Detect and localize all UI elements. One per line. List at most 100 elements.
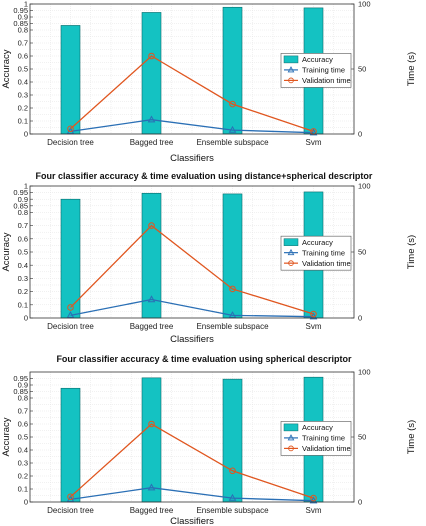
x-axis-label: Classifiers bbox=[170, 516, 214, 526]
y-axis-label: Accuracy bbox=[1, 232, 12, 271]
x-tick-label: Bagged tree bbox=[130, 322, 174, 331]
legend-marker bbox=[287, 248, 295, 256]
series-line bbox=[70, 298, 314, 318]
y-tick-label: 0.3 bbox=[18, 274, 28, 283]
chart-title: Four classifier accuracy & time evaluati… bbox=[56, 354, 352, 364]
y-right-tick-label: 50 bbox=[358, 65, 366, 74]
y-tick-label: 0.1 bbox=[18, 117, 28, 126]
point-marker bbox=[148, 222, 155, 229]
x-tick-label: Bagged tree bbox=[130, 138, 174, 147]
y-tick-label: 0.7 bbox=[18, 407, 28, 416]
series-line bbox=[70, 224, 314, 315]
x-tick-label: Ensemble subspace bbox=[196, 138, 269, 147]
y-tick-label: 0.85 bbox=[13, 201, 28, 210]
y-tick-label: 0.9 bbox=[18, 381, 28, 390]
y-right-axis-label: Time (s) bbox=[406, 235, 417, 269]
legend-label: Accuracy bbox=[302, 55, 333, 64]
x-axis-label: Classifiers bbox=[170, 334, 214, 345]
bar bbox=[60, 25, 81, 135]
legend-label: Training time bbox=[302, 66, 345, 75]
point-marker bbox=[67, 304, 74, 311]
chart-panel-3: Four classifier accuracy & time evaluati… bbox=[1, 354, 417, 526]
y-right-tick-label: 50 bbox=[358, 433, 366, 442]
series-line bbox=[70, 487, 314, 502]
y-right-tick-label: 0 bbox=[358, 314, 362, 323]
point-marker bbox=[147, 483, 156, 491]
axes-frame bbox=[29, 371, 355, 503]
y-tick-label: 0 bbox=[24, 314, 28, 323]
y-right-tick-label: 100 bbox=[358, 182, 371, 191]
y-tick-label: 0.85 bbox=[13, 387, 28, 396]
point-marker bbox=[309, 128, 318, 136]
legend-marker bbox=[288, 77, 294, 84]
legend-label: Validation time bbox=[302, 76, 351, 85]
legend-label: Accuracy bbox=[302, 238, 333, 247]
y-tick-label: 0.3 bbox=[18, 459, 28, 468]
point-marker bbox=[310, 310, 317, 318]
x-tick-label: Decision tree bbox=[47, 322, 94, 331]
legend-marker bbox=[287, 434, 295, 441]
legend-label: Validation time bbox=[302, 444, 351, 453]
x-tick-label: Ensemble subspace bbox=[196, 506, 269, 515]
y-axis-label: Accuracy bbox=[1, 417, 12, 456]
y-tick-label: 0.8 bbox=[18, 208, 28, 217]
y-tick-label: 0.4 bbox=[18, 446, 28, 455]
y-tick-label: 0.1 bbox=[18, 485, 28, 494]
y-axis-label: Accuracy bbox=[1, 49, 12, 88]
y-right-tick-label: 0 bbox=[358, 130, 362, 139]
y-tick-label: 0.5 bbox=[18, 248, 28, 257]
x-tick-label: Svm bbox=[306, 322, 322, 331]
y-tick-label: 1 bbox=[24, 182, 28, 191]
y-tick-label: 0.5 bbox=[18, 65, 28, 74]
y-tick-label: 0.95 bbox=[13, 188, 28, 197]
chart-title: Four classifier accuracy & time evaluati… bbox=[36, 171, 373, 181]
legend-swatch bbox=[283, 423, 299, 432]
legend-swatch bbox=[283, 238, 299, 246]
point-marker bbox=[66, 311, 75, 319]
series-line bbox=[70, 423, 314, 499]
y-tick-label: 0.2 bbox=[18, 472, 28, 481]
legend-label: Training time bbox=[302, 434, 345, 443]
axes-frame bbox=[29, 185, 355, 319]
y-tick-label: 0.4 bbox=[18, 78, 28, 87]
y-right-tick-label: 100 bbox=[358, 0, 371, 9]
y-tick-label: 0.9 bbox=[18, 13, 28, 22]
y-tick-label: 0.2 bbox=[18, 287, 28, 296]
y-right-tick-label: 0 bbox=[358, 498, 362, 507]
y-tick-label: 0.7 bbox=[18, 221, 28, 230]
y-tick-label: 0.8 bbox=[18, 26, 28, 35]
point-marker bbox=[229, 100, 236, 108]
y-tick-label: 0.3 bbox=[18, 91, 28, 100]
series-line bbox=[70, 55, 314, 133]
y-tick-label: 0.8 bbox=[18, 394, 28, 403]
y-tick-label: 0.85 bbox=[13, 19, 28, 28]
y-tick-label: 1 bbox=[24, 0, 28, 9]
point-marker bbox=[147, 295, 156, 303]
y-tick-label: 0.4 bbox=[18, 261, 28, 270]
point-marker bbox=[148, 52, 155, 60]
point-marker bbox=[148, 420, 155, 428]
x-tick-label: Ensemble subspace bbox=[196, 322, 269, 331]
bar bbox=[222, 193, 243, 319]
x-tick-label: Bagged tree bbox=[130, 506, 174, 515]
axes-frame bbox=[29, 3, 355, 135]
y-tick-label: 0.5 bbox=[18, 433, 28, 442]
point-marker bbox=[310, 494, 317, 502]
legend-label: Training time bbox=[302, 248, 345, 257]
y-tick-label: 0.6 bbox=[18, 420, 28, 429]
x-tick-label: Svm bbox=[306, 138, 322, 147]
legend-swatch bbox=[283, 55, 299, 64]
legend-marker bbox=[287, 66, 295, 73]
legend-label: Accuracy bbox=[302, 423, 333, 432]
y-right-axis-label: Time (s) bbox=[406, 52, 417, 86]
point-marker bbox=[228, 493, 237, 501]
x-tick-label: Decision tree bbox=[47, 138, 94, 147]
point-marker bbox=[228, 311, 237, 319]
legend-label: Validation time bbox=[302, 259, 351, 268]
x-tick-label: Decision tree bbox=[47, 506, 94, 515]
y-tick-label: 0.95 bbox=[13, 6, 28, 15]
